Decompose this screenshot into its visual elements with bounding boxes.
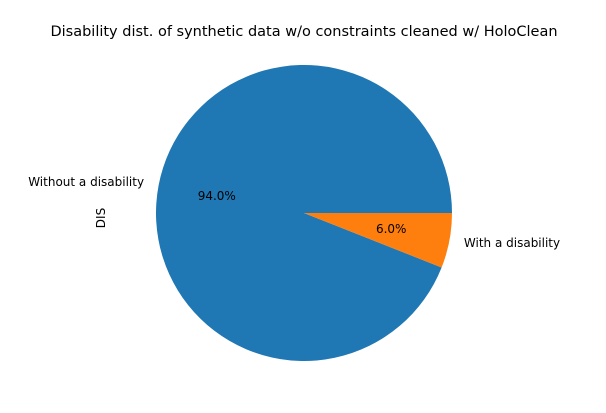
pie-slice-1	[304, 213, 452, 268]
pie-pct-label-0: 94.0%	[198, 189, 236, 203]
pie-category-label-0: Without a disability	[28, 175, 144, 189]
pie-labels: 94.0% Without a disability 6.0% With a disa…	[28, 175, 560, 250]
pie-pct-label-1: 6.0%	[376, 222, 407, 236]
pie-slices	[155, 65, 452, 362]
y-axis-label: DIS	[94, 208, 108, 228]
pie-category-label-1: With a disability	[464, 236, 560, 250]
pie-slice-0	[155, 65, 452, 362]
chart-title: Disability dist. of synthetic data w/o c…	[50, 24, 557, 40]
